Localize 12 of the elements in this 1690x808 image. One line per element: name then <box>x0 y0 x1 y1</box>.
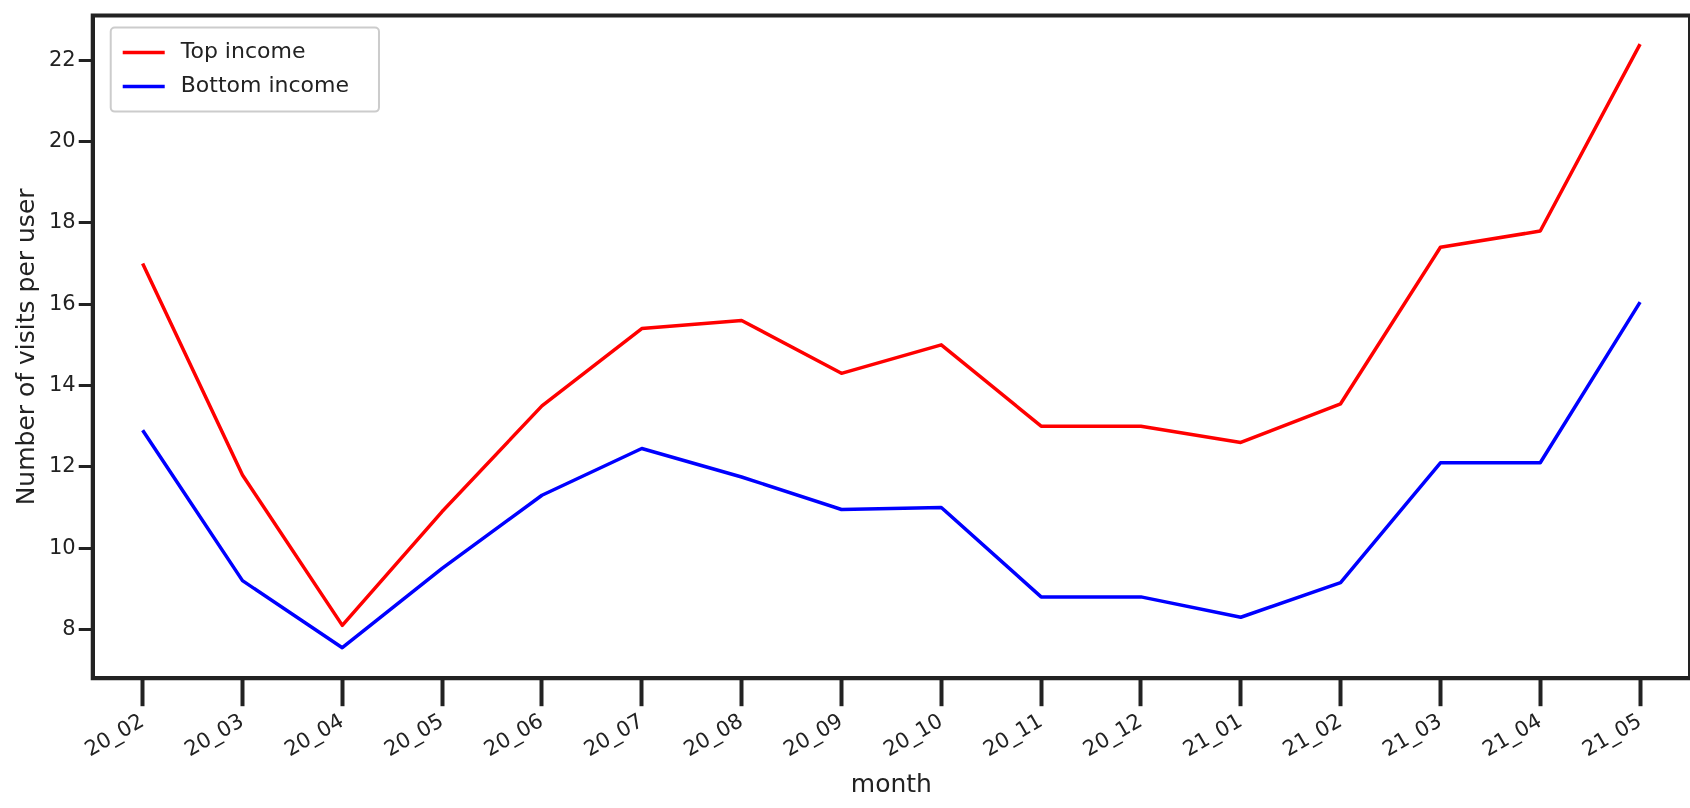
legend-label: Bottom income <box>180 72 349 98</box>
legend-label: Top income <box>179 38 306 64</box>
y-tick-label: 10 <box>48 534 76 559</box>
y-tick-label: 20 <box>48 128 76 153</box>
y-tick-label: 14 <box>48 371 76 396</box>
y-tick-label: 8 <box>62 615 76 640</box>
y-axis-title: Number of visits per user <box>10 187 40 506</box>
y-tick-label: 22 <box>48 46 76 71</box>
y-tick-label: 16 <box>48 290 76 315</box>
y-tick-label: 18 <box>48 209 76 234</box>
y-tick-label: 12 <box>48 453 76 478</box>
x-axis-title: month <box>850 768 932 798</box>
